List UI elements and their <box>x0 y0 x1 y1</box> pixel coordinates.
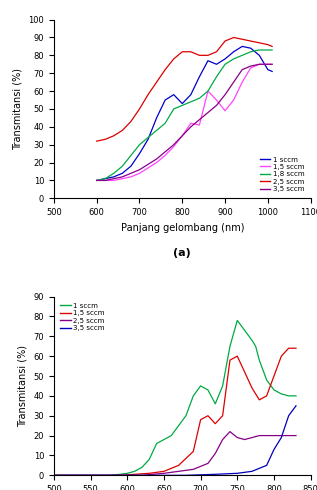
Legend: 1 sccm, 1,5 sccm, 1,8 sccm, 2,5 sccm, 3,5 sccm: 1 sccm, 1,5 sccm, 1,8 sccm, 2,5 sccm, 3,… <box>257 154 307 195</box>
Y-axis label: Transmitansi (%): Transmitansi (%) <box>18 345 28 427</box>
X-axis label: Panjang gelombang (nm): Panjang gelombang (nm) <box>120 222 244 233</box>
Legend: 1 sccm, 1,5 sccm, 2,5 sccm, 3,5 sccm: 1 sccm, 1,5 sccm, 2,5 sccm, 3,5 sccm <box>57 300 107 334</box>
Y-axis label: Transmitansi (%): Transmitansi (%) <box>13 68 23 150</box>
Text: (a): (a) <box>173 248 191 258</box>
